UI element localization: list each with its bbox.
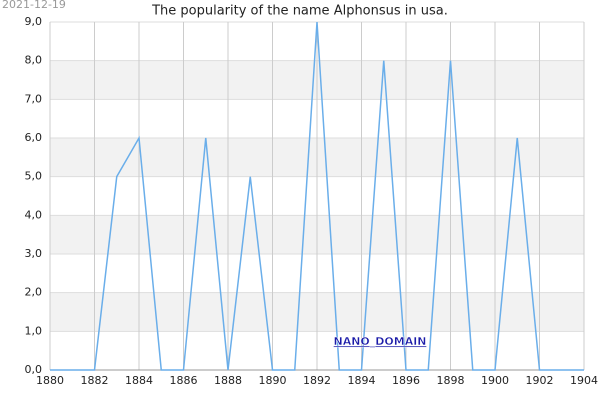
- x-tick-label: 1896: [392, 374, 420, 387]
- x-tick-label: 1884: [125, 374, 153, 387]
- y-tick-label: 3,0: [25, 247, 43, 260]
- x-tick-label: 1892: [303, 374, 331, 387]
- chart-title: The popularity of the name Alphonsus in …: [151, 4, 448, 19]
- y-tick-label: 1,0: [25, 324, 43, 337]
- x-tick-label: 1902: [526, 374, 554, 387]
- y-tick-label: 7,0: [25, 92, 43, 105]
- x-tick-label: 1894: [348, 374, 376, 387]
- y-tick-label: 9,0: [25, 15, 43, 28]
- y-tick-label: 5,0: [25, 170, 43, 183]
- watermark: NANO_DOMAIN: [333, 335, 426, 348]
- y-tick-label: 8,0: [25, 54, 43, 67]
- x-tick-label: 1890: [259, 374, 287, 387]
- date-stamp: 2021-12-19: [2, 0, 66, 11]
- x-tick-label: 1900: [481, 374, 509, 387]
- x-tick-label: 1882: [81, 374, 109, 387]
- x-tick-label: 1886: [170, 374, 198, 387]
- y-tick-label: 6,0: [25, 131, 43, 144]
- data-line: [50, 21, 584, 371]
- x-tick-label: 1888: [214, 374, 242, 387]
- y-tick-label: 0,0: [25, 363, 43, 376]
- x-tick-label: 1880: [36, 374, 64, 387]
- y-tick-label: 4,0: [25, 208, 43, 221]
- x-tick-label: 1898: [437, 374, 465, 387]
- x-tick-label: 1904: [570, 374, 598, 387]
- y-tick-label: 2,0: [25, 286, 43, 299]
